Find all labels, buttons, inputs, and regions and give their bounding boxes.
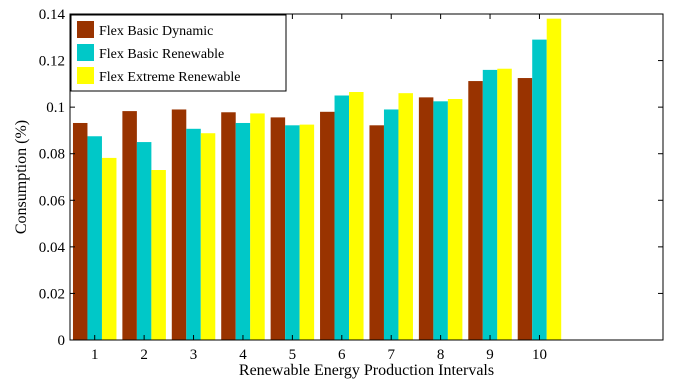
legend-box (70, 14, 287, 92)
bar (532, 39, 547, 341)
legend: Flex Basic Dynamic Flex Basic Renewable Fl… (70, 14, 287, 92)
bar (151, 170, 166, 340)
y-tick-label: 0.14 (39, 7, 66, 23)
plot-frame (69, 13, 664, 341)
bar (270, 117, 286, 340)
x-tick-label: 5 (289, 347, 297, 363)
bar (235, 122, 251, 340)
legend-swatch (77, 21, 94, 38)
x-tick-label: 9 (486, 347, 494, 363)
bar (221, 112, 236, 341)
x-tick-label: 6 (338, 347, 346, 363)
legend-label: Flex Basic Dynamic (99, 24, 213, 39)
x-axis-title: Renewable Energy Production Intervals (239, 362, 494, 379)
bar (334, 95, 350, 340)
legend-label: Flex Basic Renewable (99, 47, 224, 62)
bar (418, 97, 434, 340)
bar (546, 18, 562, 340)
y-tick-label: 0.06 (39, 193, 66, 209)
y-tick-label: 0.1 (46, 100, 65, 116)
y-tick-label: 0.04 (39, 240, 66, 256)
x-tick-label: 1 (91, 347, 99, 363)
legend-label: Flex Extreme Renewable (99, 70, 241, 85)
bar (250, 113, 265, 341)
legend-swatch (77, 67, 94, 84)
bar (101, 157, 117, 340)
bar (285, 125, 300, 340)
x-tick-label: 2 (140, 347, 148, 363)
bar (320, 111, 335, 340)
bar (468, 81, 483, 340)
bar (517, 78, 533, 340)
bar (136, 142, 152, 340)
bar (433, 101, 448, 340)
bar (349, 92, 364, 340)
y-axis-title: Consumption (%) (13, 120, 30, 234)
y-tick-label: 0.08 (39, 147, 65, 163)
bar (398, 93, 413, 340)
bar (497, 68, 512, 340)
bar (87, 136, 102, 340)
x-tick-label: 3 (190, 347, 198, 363)
y-tick-label: 0.12 (39, 54, 65, 70)
x-tick-label: 7 (387, 347, 395, 363)
legend-swatch (77, 44, 94, 61)
bars-layer (72, 18, 562, 341)
bar (447, 98, 463, 341)
y-tick-label: 0.02 (39, 286, 65, 302)
bar (72, 122, 88, 340)
bar (482, 69, 498, 340)
bar (299, 124, 315, 340)
y-tick-label: 0 (58, 333, 66, 349)
bar (200, 133, 216, 340)
ticks-layer: 0 0.02 0.04 0.06 0.08 0.1 0.12 0.14 1 2 3 4 5 6 7 8 9 10 (39, 7, 663, 363)
bar (369, 125, 384, 340)
bar (171, 109, 187, 340)
bar (186, 128, 201, 340)
x-tick-label: 4 (239, 347, 247, 363)
x-tick-label: 8 (437, 347, 445, 363)
x-tick-label: 10 (532, 347, 547, 363)
bar (122, 111, 137, 340)
bar (383, 109, 399, 340)
